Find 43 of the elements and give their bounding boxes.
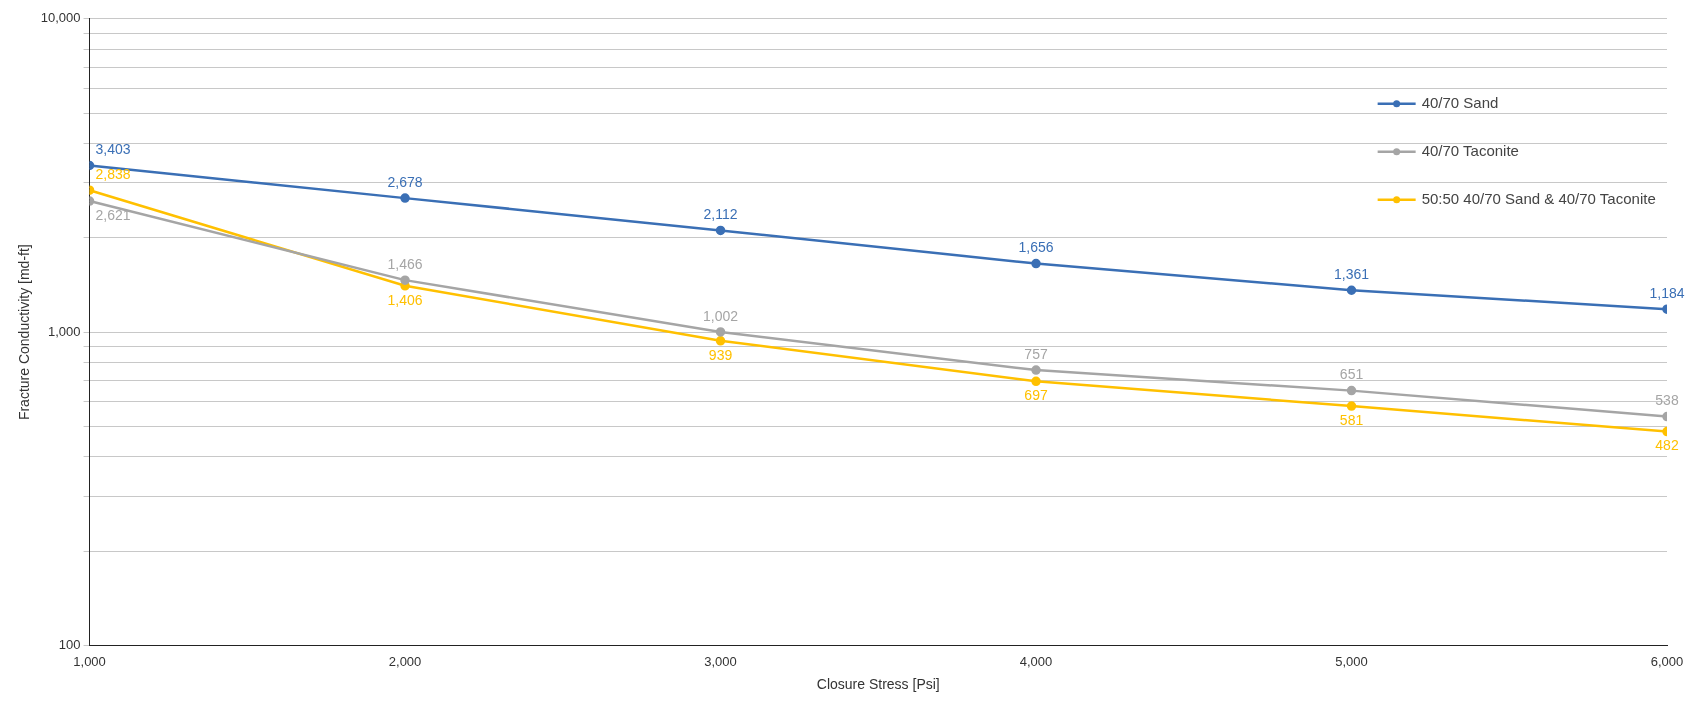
data-label: 1,002 [703,307,739,324]
point [1031,365,1041,375]
data-label: 757 [1024,345,1048,362]
y-axis-title: Fracture Conductivity [md-ft] [16,244,33,421]
point [1346,401,1357,411]
x-tick-label: 4,000 [1019,653,1053,669]
data-label: 1,656 [1018,239,1054,256]
y-tick-label: 1,000 [48,323,81,339]
point [1346,385,1357,396]
y-tick-label: 10,000 [40,10,81,26]
point [1031,258,1041,269]
data-label: 581 [1339,411,1364,428]
point [400,275,410,285]
data-label: 1,466 [387,255,423,272]
data-label: 2,678 [387,173,423,190]
data-label: 2,112 [703,206,738,223]
x-tick-label: 2,000 [388,653,422,669]
point [715,225,726,236]
x-tick-label: 5,000 [1335,653,1368,669]
point [715,327,726,337]
x-tick-label: 6,000 [1650,653,1684,669]
point [715,336,726,346]
data-label: 3,403 [95,141,131,158]
legend-label: 40/70 Sand [1421,93,1499,111]
data-label: 651 [1339,366,1364,383]
point [400,193,410,203]
data-label: 1,361 [1333,266,1370,283]
data-label: 1,406 [387,291,423,308]
data-label: 482 [1655,437,1679,454]
legend-label: 40/70 Taconite [1421,141,1519,159]
data-label: 2,621 [95,206,131,223]
point [1031,376,1041,387]
legend-label: 50:50 40/70 Sand & 40/70 Taconite [1421,189,1656,207]
data-label: 697 [1024,387,1048,404]
y-tick-label: 100 [58,637,81,653]
x-tick-label: 3,000 [704,653,737,669]
x-axis-title: Closure Stress [Psi] [816,676,940,693]
data-label: 1,184 [1649,285,1685,302]
data-label: 538 [1655,392,1679,409]
data-label: 2,838 [95,166,131,183]
x-tick-label: 1,000 [73,653,106,669]
data-label: 939 [708,346,733,363]
point [1346,285,1357,295]
